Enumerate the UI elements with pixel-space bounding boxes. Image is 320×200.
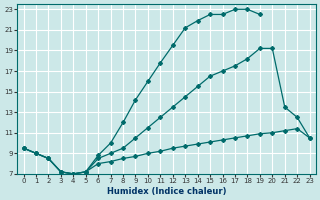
X-axis label: Humidex (Indice chaleur): Humidex (Indice chaleur) bbox=[107, 187, 226, 196]
